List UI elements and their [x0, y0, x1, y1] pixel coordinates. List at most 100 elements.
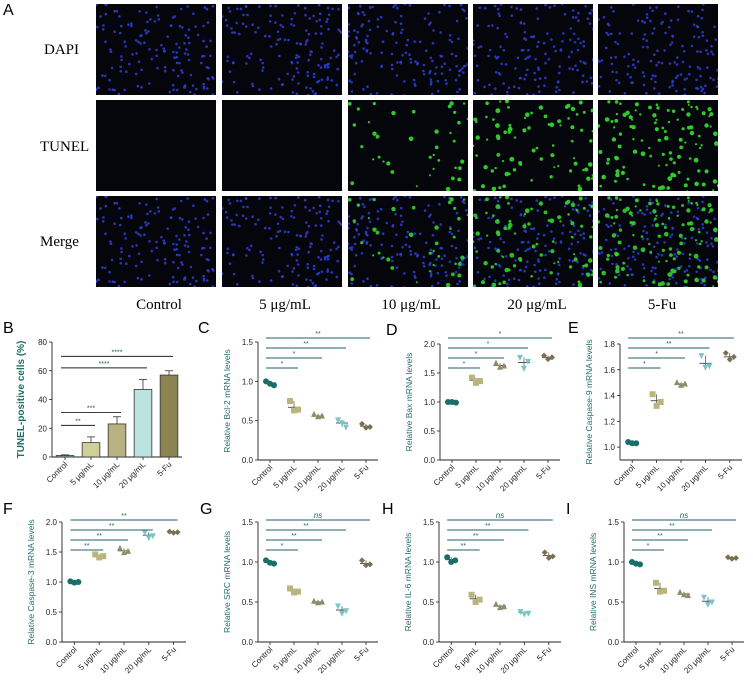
y-axis-label: Relative Caspase-3 mRNA levels: [26, 519, 36, 644]
data-point: [452, 557, 458, 563]
y-tick-label: 1.5: [423, 518, 435, 527]
y-tick-label: 1.2: [604, 417, 616, 426]
micrograph-tunel-1: [96, 100, 216, 191]
y-tick-label: 0.5: [46, 608, 58, 617]
micrograph-tunel-2: [222, 100, 342, 191]
row-label-merge: Merge: [40, 234, 79, 251]
bar-5: [160, 375, 178, 457]
micrograph-dapi-4: [473, 4, 593, 95]
micrograph-tunel-3: [348, 100, 468, 191]
data-point: [701, 595, 707, 601]
data-point: [525, 359, 531, 365]
x-tick-label: Control: [54, 645, 79, 670]
row-label-dapi: DAPI: [44, 42, 79, 59]
significance-label: **: [666, 341, 672, 348]
significance-label: **: [669, 523, 675, 530]
data-point: [682, 380, 688, 386]
y-tick-label: 1.4: [604, 392, 616, 401]
significance-label: ns: [314, 511, 322, 520]
data-point: [367, 561, 373, 567]
data-point: [661, 588, 667, 594]
data-point: [493, 360, 499, 366]
data-point: [117, 545, 123, 551]
x-tick-label: 5-Fu: [718, 645, 736, 663]
data-point: [287, 398, 293, 404]
y-tick-label: 60: [38, 367, 47, 376]
y-tick-label: 0.0: [242, 456, 254, 465]
y-tick-label: 1.0: [242, 558, 254, 567]
data-point: [698, 353, 704, 359]
y-tick-label: 0.0: [608, 638, 620, 647]
y-tick-label: 0.5: [242, 417, 254, 426]
y-tick-label: 1.0: [608, 558, 620, 567]
y-tick-label: 1.5: [46, 548, 58, 557]
significance-label: **: [315, 331, 321, 338]
significance-label: *: [655, 351, 658, 358]
data-point: [633, 440, 639, 446]
data-point: [453, 400, 459, 406]
y-tick-label: 1.5: [608, 518, 620, 527]
significance-label: *: [487, 341, 490, 348]
significance-label: *: [463, 361, 466, 368]
y-tick-label: 40: [38, 396, 47, 405]
y-tick-label: 1.5: [242, 338, 254, 347]
data-point: [637, 561, 643, 567]
y-axis-label: Relative Bax mRNA levels: [404, 353, 414, 452]
significance-label: *: [281, 543, 284, 550]
significance-label: *: [499, 331, 502, 338]
significance-label: **: [461, 543, 467, 550]
micrograph-dapi-2: [222, 4, 342, 95]
data-point: [319, 412, 325, 418]
significance-label: **: [84, 543, 90, 550]
data-point: [311, 411, 317, 417]
data-point: [677, 589, 683, 595]
data-point: [444, 554, 450, 560]
data-point: [493, 601, 499, 607]
y-tick-label: 0.5: [608, 598, 620, 607]
y-tick-label: 1.5: [424, 369, 436, 378]
micrograph-merge-3: [348, 196, 468, 287]
data-point: [319, 599, 325, 605]
column-label-20ug: 20 μg/mL: [472, 297, 602, 314]
y-tick-label: 80: [38, 338, 47, 347]
significance-label: **: [485, 523, 491, 530]
y-tick-label: 1.6: [604, 366, 616, 375]
y-tick-label: 1.0: [46, 578, 58, 587]
column-label-control: Control: [94, 297, 224, 314]
significance-label: **: [303, 341, 309, 348]
y-axis-label: Relative Caspase-9 mRNA levels: [584, 339, 594, 464]
data-point: [723, 350, 729, 356]
y-tick-label: 1.5: [242, 518, 254, 527]
data-point: [359, 557, 365, 563]
x-tick-label: 20 μg/mL: [123, 645, 153, 675]
x-tick-label: 20 μg/mL: [316, 645, 346, 675]
data-point: [311, 598, 317, 604]
x-tick-label: 20 μg/mL: [498, 463, 528, 493]
data-point: [100, 553, 106, 559]
micrograph-merge-1: [96, 196, 216, 287]
significance-label: **: [657, 533, 663, 540]
micrograph-tunel-5: [598, 100, 718, 191]
bar-2: [82, 443, 100, 457]
data-point: [175, 529, 181, 535]
data-point: [733, 555, 739, 561]
significance-label: ns: [680, 511, 688, 520]
y-tick-label: 1.0: [242, 377, 254, 386]
micrograph-dapi-1: [96, 4, 216, 95]
x-tick-label: 5-Fu: [155, 460, 173, 478]
significance-label: **: [303, 523, 309, 530]
data-point: [469, 592, 475, 598]
y-tick-label: 1.8: [604, 340, 616, 349]
significance-label: **: [291, 533, 297, 540]
significance-label: ns: [496, 511, 504, 520]
significance-label: *: [293, 351, 296, 358]
data-point: [339, 611, 345, 617]
significance-label: ****: [112, 349, 123, 356]
y-tick-label: 0.5: [424, 427, 436, 436]
y-axis-label: Relative SRC mRNA levels: [222, 531, 232, 633]
